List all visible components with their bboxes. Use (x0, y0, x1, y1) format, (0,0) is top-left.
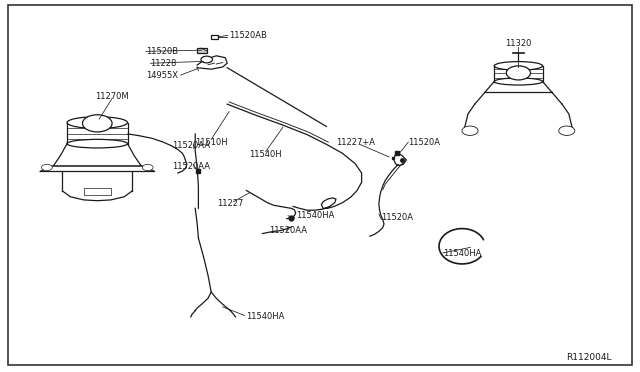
Text: 11520B: 11520B (146, 47, 178, 56)
Text: 11227: 11227 (217, 199, 244, 208)
Circle shape (83, 115, 112, 132)
Ellipse shape (494, 62, 543, 70)
Bar (197, 48, 207, 53)
Text: 14955X: 14955X (146, 71, 178, 80)
Text: 11320: 11320 (505, 39, 532, 48)
Text: 11540HA: 11540HA (443, 249, 481, 258)
Ellipse shape (67, 117, 127, 128)
Text: 11520AA: 11520AA (269, 226, 307, 235)
Circle shape (559, 126, 575, 135)
Text: 11227+A: 11227+A (336, 138, 374, 147)
Bar (211, 35, 218, 39)
Ellipse shape (67, 140, 127, 148)
Text: 11520A: 11520A (408, 138, 440, 147)
Ellipse shape (494, 78, 543, 85)
Circle shape (142, 164, 153, 171)
Text: 11228: 11228 (150, 59, 177, 68)
Text: 11520AA: 11520AA (172, 141, 210, 150)
Text: 11270M: 11270M (95, 92, 129, 101)
Text: 11540H: 11540H (250, 150, 282, 159)
Text: 11540HA: 11540HA (246, 312, 285, 321)
Circle shape (462, 126, 478, 135)
Circle shape (201, 56, 212, 63)
Text: 11520AB: 11520AB (229, 31, 267, 40)
FancyBboxPatch shape (84, 188, 111, 195)
Circle shape (506, 66, 531, 80)
Text: 11520A: 11520A (381, 213, 413, 222)
Text: R112004L: R112004L (566, 353, 612, 362)
Circle shape (42, 164, 52, 171)
Text: 11540HA: 11540HA (296, 211, 334, 220)
Text: 11520AA: 11520AA (172, 162, 210, 171)
Text: 11510H: 11510H (195, 138, 227, 147)
